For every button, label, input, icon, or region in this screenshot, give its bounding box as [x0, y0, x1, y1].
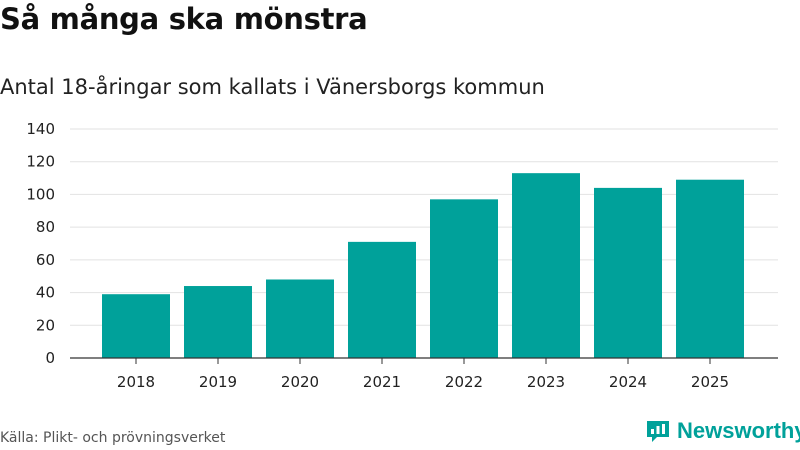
x-tick-label: 2020: [281, 373, 319, 391]
y-tick-label: 100: [26, 185, 55, 203]
bar-2020: [266, 279, 334, 358]
x-tick-label: 2023: [527, 373, 565, 391]
x-tick-label: 2024: [609, 373, 647, 391]
y-tick-label: 60: [36, 251, 55, 269]
brand-name: Newsworthy: [677, 418, 800, 443]
x-tick-label: 2018: [117, 373, 155, 391]
bar-2022: [430, 199, 498, 358]
y-tick-label: 20: [36, 316, 55, 334]
y-tick-label: 80: [36, 218, 55, 236]
bar-2025: [676, 179, 744, 358]
x-tick-label: 2025: [691, 373, 729, 391]
bar-2021: [348, 241, 416, 358]
y-tick-label: 140: [26, 120, 55, 138]
y-tick-label: 40: [36, 284, 55, 302]
bars: [102, 173, 744, 358]
bar-2018: [102, 294, 170, 358]
x-tick-label: 2021: [363, 373, 401, 391]
bar-2019: [184, 286, 252, 358]
x-axis-ticks: 2018 2019 2020 2021 2022 2023 2024 2025: [117, 358, 729, 391]
bar-2023: [512, 173, 580, 358]
bar-2024: [594, 187, 662, 358]
chart-subtitle: Antal 18-åringar som kallats i Vänersbor…: [0, 75, 545, 99]
x-tick-label: 2022: [445, 373, 483, 391]
y-tick-label: 120: [26, 153, 55, 171]
newsworthy-logo-icon: [647, 421, 669, 442]
x-tick-label: 2019: [199, 373, 237, 391]
source-note: Källa: Plikt- och prövningsverket: [0, 430, 226, 446]
brand-logo: Newsworthy: [645, 418, 800, 444]
y-tick-label: 0: [45, 349, 55, 367]
y-axis-ticks: 0 20 40 60 80 100 120 140: [26, 120, 55, 367]
gridlines: [70, 128, 778, 326]
chart-title: Så många ska mönstra: [0, 2, 368, 36]
